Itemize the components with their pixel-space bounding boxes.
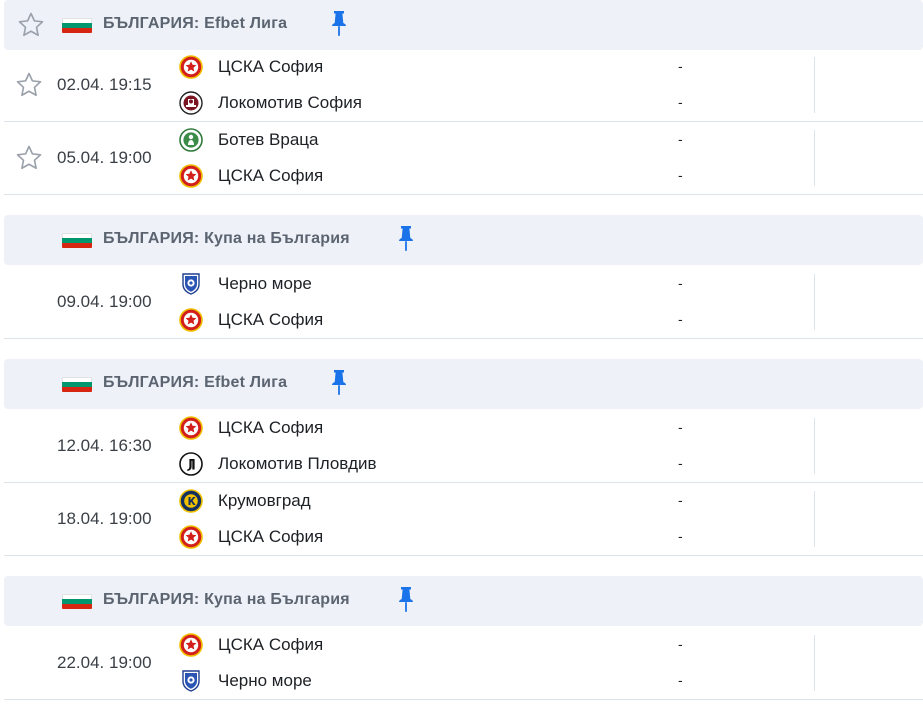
league-title[interactable]: БЪЛГАРИЯ: Купа на България <box>103 230 350 247</box>
lokomotiv-sofia-logo-icon <box>179 91 203 115</box>
home-score: - <box>678 419 683 435</box>
match-time: 02.04. 19:15 <box>57 75 152 94</box>
match-row[interactable]: 22.04. 19:00 ЦСКА София Черно море - - <box>4 627 923 700</box>
team-name[interactable]: Локомотив София <box>218 93 362 112</box>
team-name[interactable]: Ботев Враца <box>218 130 319 149</box>
match-row[interactable]: 12.04. 16:30 ЦСКА София Локомотив Пловди… <box>4 410 923 483</box>
divider <box>814 274 815 330</box>
cska-sofia-logo-icon <box>179 525 203 549</box>
home-team[interactable]: ЦСКА София <box>179 413 659 443</box>
league-header[interactable]: БЪЛГАРИЯ: Купа на България <box>4 576 923 626</box>
team-name[interactable]: Локомотив Пловдив <box>218 454 377 473</box>
away-team[interactable]: Локомотив Пловдив <box>179 449 659 479</box>
bulgaria-flag-icon <box>62 233 92 248</box>
home-team[interactable]: Черно море <box>179 269 659 299</box>
match-time: 09.04. 19:00 <box>57 292 152 311</box>
match-time: 22.04. 19:00 <box>57 653 152 672</box>
away-team[interactable]: Локомотив София <box>179 88 659 118</box>
team-name[interactable]: ЦСКА София <box>218 635 324 654</box>
home-score: - <box>678 275 683 291</box>
team-name[interactable]: ЦСКА София <box>218 166 324 185</box>
away-score: - <box>678 672 683 688</box>
away-team[interactable]: ЦСКА София <box>179 305 659 335</box>
home-score: - <box>678 58 683 74</box>
away-score: - <box>678 455 683 471</box>
pin-icon[interactable] <box>398 225 414 253</box>
cska-sofia-logo-icon <box>179 633 203 657</box>
away-team[interactable]: ЦСКА София <box>179 161 659 191</box>
away-team[interactable]: ЦСКА София <box>179 522 659 552</box>
team-name[interactable]: ЦСКА София <box>218 57 324 76</box>
cska-sofia-logo-icon <box>179 308 203 332</box>
krumovgrad-logo-icon <box>179 489 203 513</box>
home-score: - <box>678 492 683 508</box>
league-header[interactable]: БЪЛГАРИЯ: Efbet Лига <box>4 359 923 409</box>
home-team[interactable]: Ботев Враца <box>179 125 659 155</box>
divider <box>814 418 815 474</box>
league-header[interactable]: БЪЛГАРИЯ: Купа на България <box>4 215 923 265</box>
botev-vratsa-logo-icon <box>179 128 203 152</box>
divider <box>814 57 815 113</box>
match-time: 18.04. 19:00 <box>57 509 152 528</box>
match-row[interactable]: 09.04. 19:00 Черно море ЦСКА София - - <box>4 266 923 339</box>
league-title[interactable]: БЪЛГАРИЯ: Efbet Лига <box>103 374 288 391</box>
lokomotiv-plovdiv-logo-icon <box>179 452 203 476</box>
bulgaria-flag-icon <box>62 18 92 33</box>
cherno-more-logo-icon <box>179 669 203 693</box>
home-team[interactable]: ЦСКА София <box>179 52 659 82</box>
team-name[interactable]: ЦСКА София <box>218 527 324 546</box>
away-score: - <box>678 528 683 544</box>
home-team[interactable]: ЦСКА София <box>179 630 659 660</box>
league-title[interactable]: БЪЛГАРИЯ: Купа на България <box>103 591 350 608</box>
pin-icon[interactable] <box>331 369 347 397</box>
pin-icon[interactable] <box>398 586 414 614</box>
match-row[interactable]: 02.04. 19:15 ЦСКА София Локомотив София … <box>4 49 923 122</box>
team-name[interactable]: Черно море <box>218 274 312 293</box>
team-name[interactable]: Черно море <box>218 671 312 690</box>
match-row[interactable]: 05.04. 19:00 Ботев Враца ЦСКА София - - <box>4 122 923 195</box>
bulgaria-flag-icon <box>62 377 92 392</box>
cherno-more-logo-icon <box>179 272 203 296</box>
match-time: 12.04. 16:30 <box>57 436 152 455</box>
star-outline-icon[interactable] <box>14 70 44 100</box>
bulgaria-flag-icon <box>62 594 92 609</box>
away-score: - <box>678 311 683 327</box>
cska-sofia-logo-icon <box>179 416 203 440</box>
home-score: - <box>678 636 683 652</box>
league-title[interactable]: БЪЛГАРИЯ: Efbet Лига <box>103 15 288 32</box>
match-time: 05.04. 19:00 <box>57 148 152 167</box>
away-score: - <box>678 94 683 110</box>
away-team[interactable]: Черно море <box>179 666 659 696</box>
team-name[interactable]: ЦСКА София <box>218 310 324 329</box>
pin-icon[interactable] <box>331 10 347 38</box>
star-outline-icon[interactable] <box>16 10 46 40</box>
cska-sofia-logo-icon <box>179 164 203 188</box>
team-name[interactable]: Крумовград <box>218 491 311 510</box>
home-score: - <box>678 131 683 147</box>
team-name[interactable]: ЦСКА София <box>218 418 324 437</box>
star-outline-icon[interactable] <box>14 143 44 173</box>
divider <box>814 130 815 186</box>
league-header[interactable]: БЪЛГАРИЯ: Efbet Лига <box>4 0 923 50</box>
home-team[interactable]: Крумовград <box>179 486 659 516</box>
match-row[interactable]: 18.04. 19:00 Крумовград ЦСКА София - - <box>4 483 923 556</box>
divider <box>814 635 815 691</box>
away-score: - <box>678 167 683 183</box>
cska-sofia-logo-icon <box>179 55 203 79</box>
divider <box>814 491 815 547</box>
